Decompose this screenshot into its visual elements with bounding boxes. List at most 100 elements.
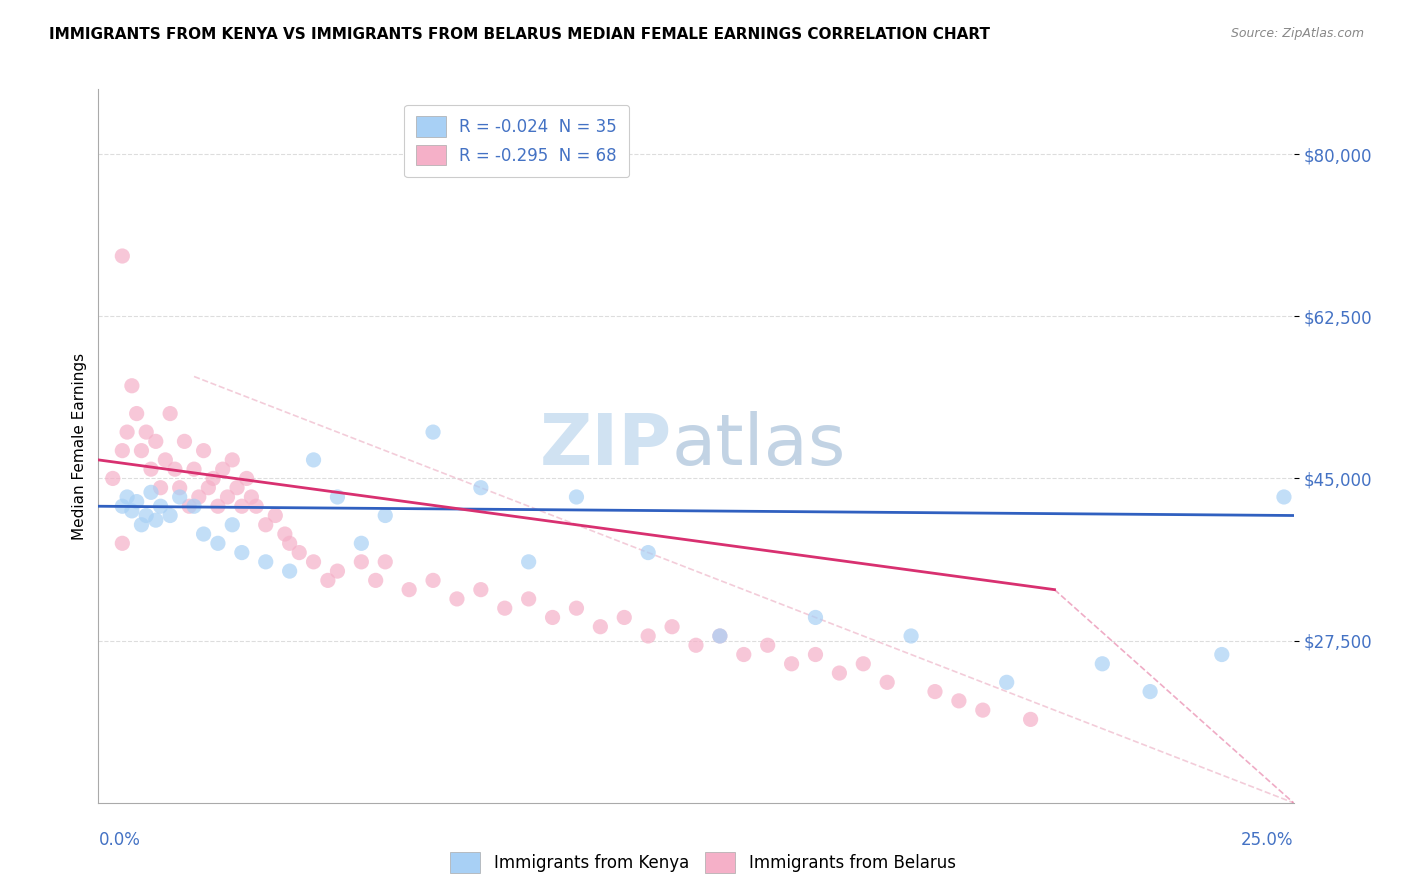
Point — [111, 443, 134, 458]
Point — [139, 485, 162, 500]
Point — [302, 453, 325, 467]
Point — [1272, 490, 1295, 504]
Point — [169, 490, 191, 504]
Point — [159, 407, 181, 421]
Point — [661, 620, 683, 634]
Point — [135, 508, 157, 523]
Point — [804, 610, 827, 624]
Text: 0.0%: 0.0% — [98, 830, 141, 848]
Point — [900, 629, 922, 643]
Point — [422, 425, 444, 439]
Point — [517, 591, 540, 606]
Point — [274, 527, 297, 541]
Text: 25.0%: 25.0% — [1241, 830, 1294, 848]
Point — [145, 513, 167, 527]
Legend: Immigrants from Kenya, Immigrants from Belarus: Immigrants from Kenya, Immigrants from B… — [443, 846, 963, 880]
Point — [995, 675, 1018, 690]
Point — [221, 517, 243, 532]
Point — [159, 508, 181, 523]
Point — [278, 564, 301, 578]
Point — [350, 555, 373, 569]
Point — [374, 508, 396, 523]
Point — [240, 490, 263, 504]
Point — [517, 555, 540, 569]
Text: Source: ZipAtlas.com: Source: ZipAtlas.com — [1230, 27, 1364, 40]
Point — [173, 434, 195, 449]
Text: IMMIGRANTS FROM KENYA VS IMMIGRANTS FROM BELARUS MEDIAN FEMALE EARNINGS CORRELAT: IMMIGRANTS FROM KENYA VS IMMIGRANTS FROM… — [49, 27, 990, 42]
Point — [565, 490, 588, 504]
Point — [565, 601, 588, 615]
Point — [193, 443, 215, 458]
Text: ZIP: ZIP — [540, 411, 672, 481]
Point — [828, 666, 851, 681]
Point — [179, 500, 201, 514]
Point — [197, 481, 219, 495]
Point — [254, 555, 277, 569]
Point — [226, 481, 249, 495]
Point — [231, 545, 253, 559]
Point — [589, 620, 612, 634]
Point — [111, 500, 134, 514]
Point — [326, 490, 349, 504]
Point — [470, 481, 492, 495]
Point — [446, 591, 468, 606]
Point — [135, 425, 157, 439]
Point — [470, 582, 492, 597]
Point — [1091, 657, 1114, 671]
Point — [101, 471, 124, 485]
Point — [1139, 684, 1161, 698]
Point — [288, 545, 311, 559]
Point — [211, 462, 233, 476]
Point — [709, 629, 731, 643]
Point — [637, 629, 659, 643]
Point — [111, 536, 134, 550]
Point — [145, 434, 167, 449]
Point — [924, 684, 946, 698]
Point — [207, 500, 229, 514]
Point — [364, 574, 387, 588]
Point — [193, 527, 215, 541]
Point — [422, 574, 444, 588]
Point — [149, 500, 172, 514]
Text: atlas: atlas — [672, 411, 846, 481]
Point — [302, 555, 325, 569]
Point — [115, 425, 138, 439]
Point — [111, 249, 134, 263]
Point — [121, 504, 143, 518]
Point — [756, 638, 779, 652]
Point — [804, 648, 827, 662]
Point — [948, 694, 970, 708]
Point — [254, 517, 277, 532]
Point — [125, 407, 148, 421]
Point — [733, 648, 755, 662]
Point — [221, 453, 243, 467]
Legend: R = -0.024  N = 35, R = -0.295  N = 68: R = -0.024 N = 35, R = -0.295 N = 68 — [405, 104, 628, 177]
Point — [217, 490, 239, 504]
Point — [709, 629, 731, 643]
Point — [326, 564, 349, 578]
Point — [541, 610, 564, 624]
Point — [350, 536, 373, 550]
Point — [637, 545, 659, 559]
Point — [235, 471, 257, 485]
Point — [139, 462, 162, 476]
Point — [613, 610, 636, 624]
Point — [183, 500, 205, 514]
Point — [207, 536, 229, 550]
Point — [121, 378, 143, 392]
Point — [316, 574, 339, 588]
Point — [131, 517, 153, 532]
Point — [685, 638, 707, 652]
Point — [163, 462, 186, 476]
Point — [202, 471, 225, 485]
Point — [169, 481, 191, 495]
Point — [231, 500, 253, 514]
Point — [278, 536, 301, 550]
Y-axis label: Median Female Earnings: Median Female Earnings — [72, 352, 87, 540]
Point — [155, 453, 177, 467]
Point — [398, 582, 420, 597]
Point — [149, 481, 172, 495]
Point — [852, 657, 875, 671]
Point — [1019, 712, 1042, 726]
Point — [125, 494, 148, 508]
